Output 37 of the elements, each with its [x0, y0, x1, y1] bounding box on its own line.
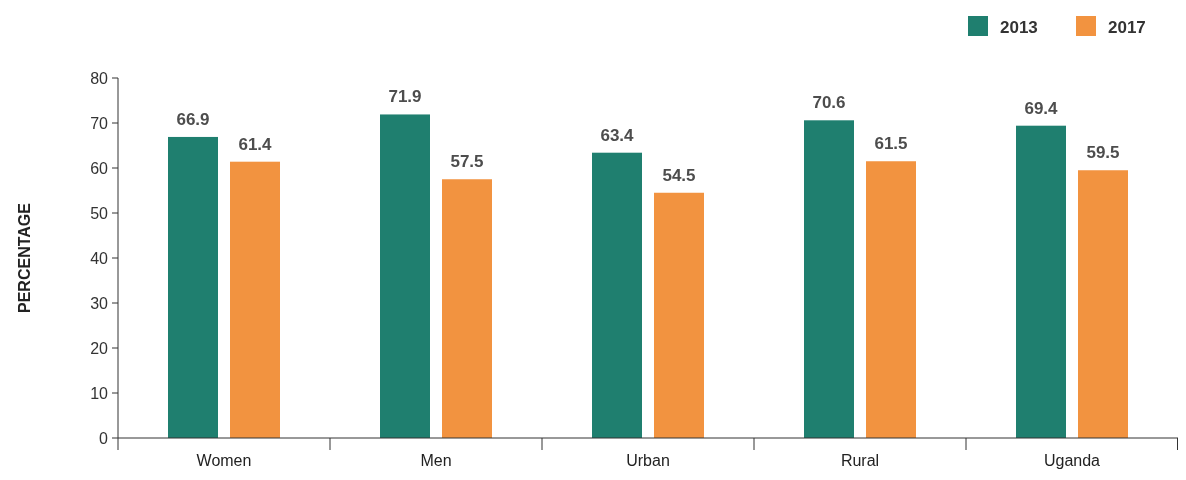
y-tick-label: 40: [90, 249, 109, 267]
y-tick-label: 70: [90, 114, 109, 132]
data-label: 61.4: [238, 134, 273, 154]
legend-label: 2013: [1000, 18, 1038, 37]
y-tick-label: 80: [90, 69, 109, 87]
y-tick-label: 20: [90, 339, 109, 357]
legend-label: 2017: [1108, 18, 1146, 37]
data-label: 57.5: [450, 152, 484, 172]
bar: [1078, 170, 1128, 438]
data-label: 54.5: [662, 165, 696, 185]
bar: [168, 136, 218, 438]
x-tick-label: Rural: [840, 452, 880, 469]
data-label: 69.4: [1024, 98, 1059, 118]
x-tick-label: Uganda: [1043, 452, 1101, 469]
bar: [592, 152, 642, 438]
y-axis-title: PERCENTAGE: [16, 202, 33, 313]
x-tick-label: Urban: [626, 452, 670, 469]
data-label: 70.6: [812, 93, 846, 113]
bar: [1016, 125, 1066, 438]
y-tick-label: 50: [90, 204, 109, 222]
data-label: 61.5: [874, 134, 908, 154]
data-label: 66.9: [176, 109, 210, 129]
bar: [866, 161, 916, 438]
y-tick-label: 10: [90, 384, 109, 402]
y-tick-label: 60: [90, 159, 109, 177]
bar: [380, 114, 430, 438]
bar: [804, 120, 854, 438]
x-tick-label: Women: [196, 452, 252, 469]
x-tick-label: Men: [420, 452, 452, 469]
data-label: 71.9: [388, 87, 422, 107]
y-tick-label: 0: [99, 429, 109, 447]
y-tick-label: 30: [90, 294, 109, 312]
data-label: 59.5: [1086, 143, 1120, 163]
bar: [654, 192, 704, 438]
bar: [230, 161, 280, 438]
bar: [442, 179, 492, 438]
data-label: 63.4: [600, 125, 635, 145]
